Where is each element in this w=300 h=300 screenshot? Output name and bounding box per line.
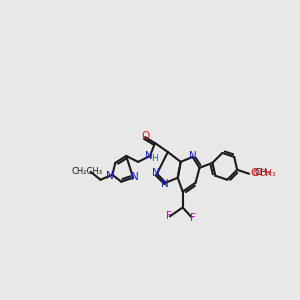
Text: OCH₃: OCH₃	[252, 169, 276, 178]
Text: O: O	[250, 168, 258, 178]
Text: CH₃: CH₃	[255, 168, 271, 177]
Text: O: O	[141, 131, 149, 141]
Text: N: N	[131, 172, 139, 182]
Text: F: F	[190, 213, 196, 224]
Text: F: F	[166, 212, 172, 221]
Text: N: N	[161, 179, 169, 189]
Text: H: H	[152, 154, 158, 164]
Text: N: N	[106, 171, 114, 181]
Text: N: N	[189, 151, 196, 161]
Text: N: N	[152, 168, 160, 178]
Text: CH₂CH₃: CH₂CH₃	[71, 167, 102, 176]
Text: N: N	[145, 151, 153, 161]
